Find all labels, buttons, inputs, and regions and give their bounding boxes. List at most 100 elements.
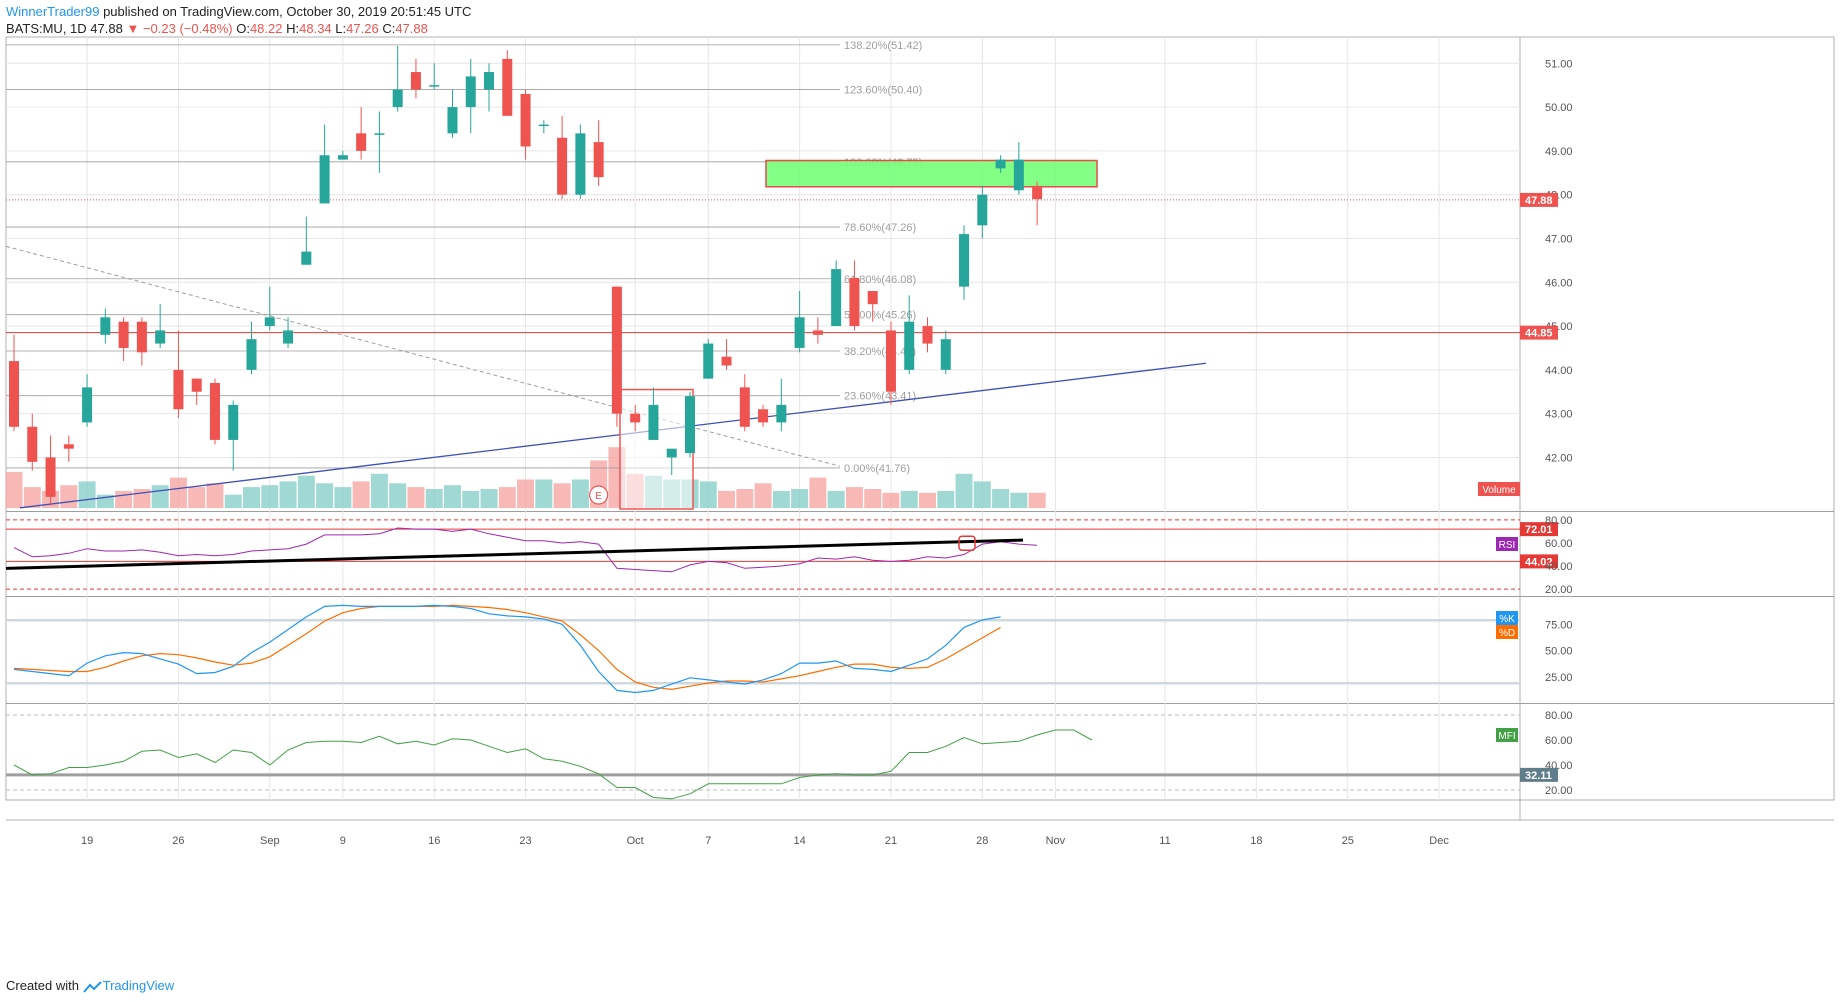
stoch-upper-band <box>6 619 1520 622</box>
candle <box>191 378 202 405</box>
candle-body <box>904 321 915 370</box>
author-link[interactable]: WinnerTrader99 <box>6 4 100 19</box>
candle-body <box>484 72 495 90</box>
candle <box>410 58 421 99</box>
low-label: L: <box>335 21 347 36</box>
volume-bar <box>462 490 480 508</box>
volume-bar <box>498 487 516 508</box>
volume-bar <box>206 483 224 508</box>
volume-bar <box>827 490 845 508</box>
volume-bar <box>845 487 863 508</box>
candle-body <box>82 387 93 423</box>
candle-body <box>9 361 19 427</box>
price-tag-bg <box>1520 192 1558 207</box>
candle <box>575 124 586 200</box>
rsi-level-tag-bg <box>1520 554 1558 569</box>
volume-bar <box>389 483 407 508</box>
candle <box>82 374 93 427</box>
candle <box>520 89 531 160</box>
volume-badge: Volume <box>1478 482 1520 496</box>
stoch-d-badge-bg <box>1496 625 1518 639</box>
candle-body <box>703 343 714 379</box>
volume-bar <box>151 485 169 508</box>
candle <box>447 89 458 138</box>
time-tick-label: 18 <box>1250 835 1262 847</box>
candle <box>538 120 549 134</box>
volume-bar <box>900 490 918 508</box>
price-tick-label: 51.00 <box>1545 58 1573 70</box>
candle-body <box>684 396 695 454</box>
volume-bar <box>370 473 388 508</box>
candle <box>63 435 74 462</box>
candle-body <box>465 76 476 108</box>
candle-body <box>264 317 275 327</box>
time-tick-label: Dec <box>1429 835 1449 847</box>
candle-body <box>794 317 805 348</box>
time-tick-label: Sep <box>260 835 280 847</box>
candle-body <box>630 413 641 423</box>
created-with-label: Created with <box>6 978 79 993</box>
volume-bar <box>791 489 809 508</box>
volume-label: Volume <box>1482 485 1516 496</box>
rsi-tick-label: 80.00 <box>1545 515 1573 527</box>
candle-body <box>849 277 860 327</box>
price-change: −0.23 (−0.48%) <box>142 21 233 36</box>
volume-bar <box>5 471 23 508</box>
fib-label: 0.00%(41.76) <box>844 463 910 475</box>
low-value: 47.26 <box>346 21 379 36</box>
stoch-tick-label: 75.00 <box>1545 619 1573 631</box>
fib-label: 38.20%(44.43) <box>844 346 916 358</box>
candle <box>922 317 933 353</box>
uptrend-line <box>19 362 1207 509</box>
mfi-tick-label: 80.00 <box>1545 710 1573 722</box>
volume-bar <box>316 483 334 508</box>
volume-bar <box>1010 492 1028 508</box>
candle-body <box>100 317 111 335</box>
candle <box>502 50 513 116</box>
volume-bar <box>352 481 370 508</box>
volume-bar <box>78 481 96 508</box>
price-tag-label: 47.88 <box>1525 195 1553 207</box>
stoch-d-line <box>13 604 1001 691</box>
candle-body <box>1013 159 1024 191</box>
candle-body <box>721 356 732 366</box>
candle <box>977 185 988 239</box>
price-tag-label: 44.85 <box>1525 328 1553 340</box>
candle <box>374 111 385 173</box>
candle-body <box>575 133 586 195</box>
candle <box>136 317 147 366</box>
time-tick-label: Oct <box>627 835 644 847</box>
mfi-tick-label: 20.00 <box>1545 785 1573 797</box>
rsi-tick-label: 40.00 <box>1545 561 1573 573</box>
candle <box>1032 181 1043 226</box>
candle-body <box>977 194 988 226</box>
tradingview-logo-icon <box>82 980 102 993</box>
candle-body <box>283 330 294 344</box>
volume-bar <box>718 490 736 508</box>
candle-body <box>940 339 951 370</box>
rsi-badge: RSI <box>1496 537 1518 551</box>
candle <box>27 413 38 471</box>
candle <box>100 308 111 344</box>
candle-body <box>557 137 568 195</box>
fib-label: 123.60%(50.40) <box>844 85 922 97</box>
candle <box>593 120 604 186</box>
tradingview-link[interactable]: TradingView <box>102 978 175 993</box>
volume-bar <box>334 487 352 508</box>
fib-label: 78.60%(47.26) <box>844 222 916 234</box>
candle-body <box>246 339 257 370</box>
price-tick-label: 43.00 <box>1545 409 1573 421</box>
candle <box>484 63 495 112</box>
volume-bar <box>973 481 991 508</box>
candle-body <box>776 404 787 423</box>
candle <box>611 286 622 427</box>
candle-body <box>995 159 1006 169</box>
time-tick-label: 23 <box>519 835 531 847</box>
volume-bar <box>279 481 297 508</box>
fib-label: 138.20%(51.42) <box>844 40 922 52</box>
volume-bar <box>169 477 187 508</box>
rsi-badge-bg <box>1496 537 1518 551</box>
candle-body <box>301 251 312 265</box>
candle <box>630 404 641 432</box>
